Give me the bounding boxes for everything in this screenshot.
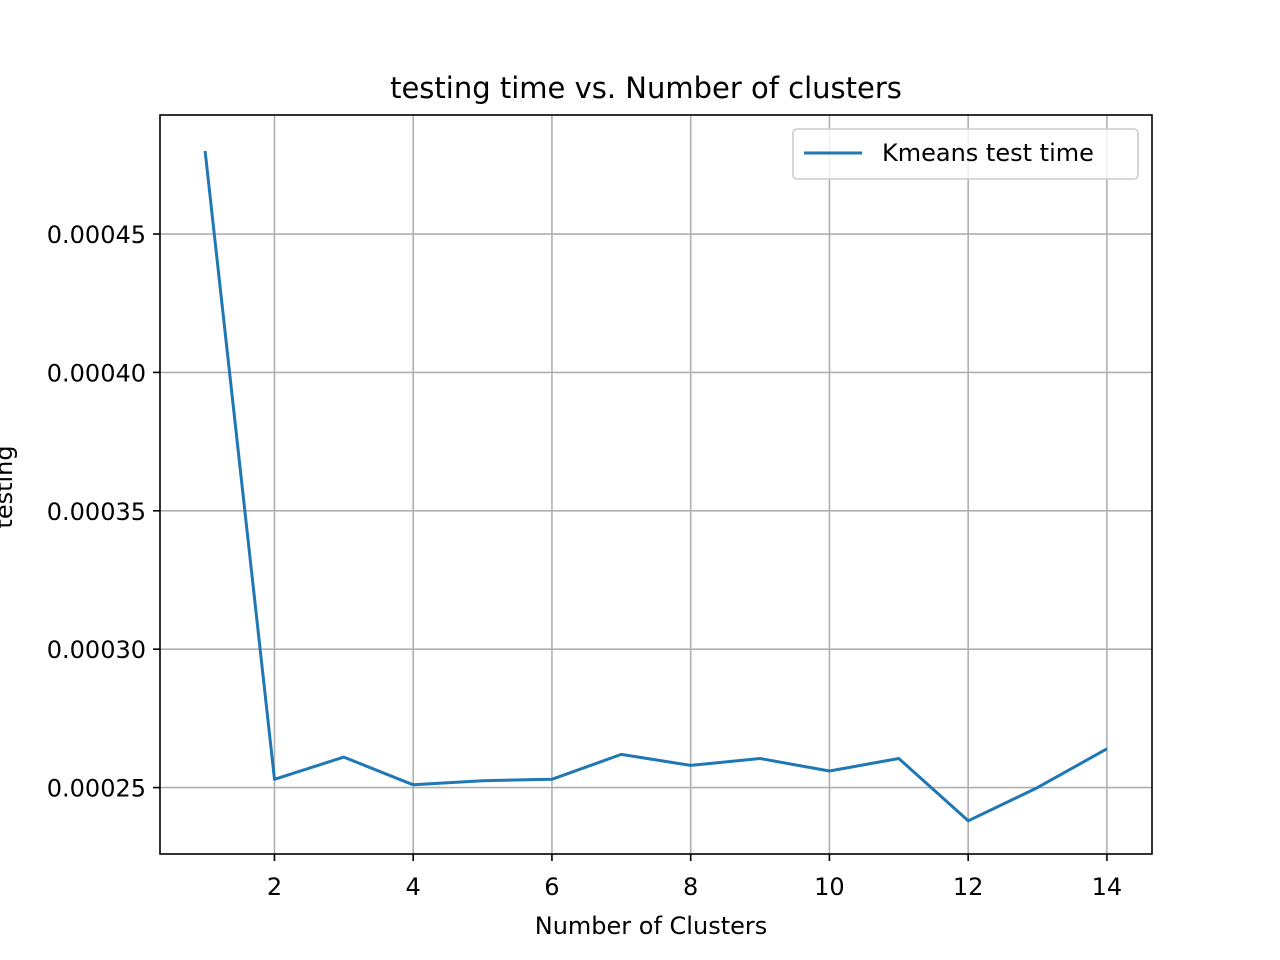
legend-box — [792, 128, 1139, 180]
grid — [160, 115, 1152, 854]
plot-frame — [159, 114, 1153, 855]
y-tick-label: 0.00025 — [47, 775, 146, 803]
series-layer — [203, 150, 1108, 823]
x-tick-label: 8 — [683, 873, 698, 901]
x-axis-label: Number of Clusters — [535, 912, 768, 940]
x-tick-label: 2 — [267, 873, 282, 901]
y-tick-label: 0.00030 — [47, 636, 146, 664]
series-line-0 — [203, 150, 1108, 823]
chart-title: testing time vs. Number of clusters — [390, 71, 902, 105]
legend-label-kmeans-test-time: Kmeans test time — [882, 139, 1094, 167]
y-axis-label: testing — [0, 445, 18, 528]
x-axis-ticks: 2 4 6 8 10 12 14 — [267, 854, 1122, 901]
x-tick-label: 12 — [953, 873, 984, 901]
x-tick-label: 14 — [1092, 873, 1123, 901]
x-tick-label: 10 — [814, 873, 845, 901]
y-tick-label: 0.00040 — [47, 359, 146, 387]
y-axis-ticks: 0.00025 0.00030 0.00035 0.00040 0.00045 — [47, 221, 160, 803]
legend: Kmeans test time — [792, 128, 1139, 180]
y-tick-label: 0.00045 — [47, 221, 146, 249]
y-tick-label: 0.00035 — [47, 498, 146, 526]
x-tick-label: 6 — [544, 873, 559, 901]
x-tick-label: 4 — [406, 873, 421, 901]
